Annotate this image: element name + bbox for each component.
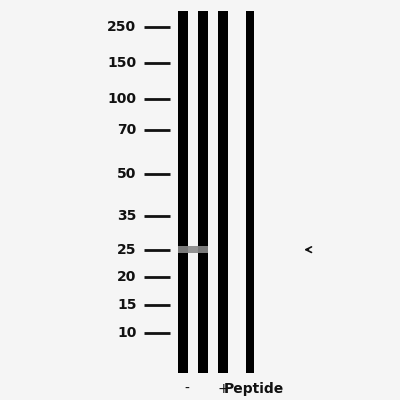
Text: 20: 20 — [117, 270, 136, 284]
Text: 15: 15 — [117, 298, 136, 312]
Text: 150: 150 — [107, 56, 136, 70]
Text: 70: 70 — [117, 124, 136, 138]
Text: -: - — [185, 382, 190, 396]
Text: 10: 10 — [117, 326, 136, 340]
Text: 25: 25 — [117, 243, 136, 257]
Text: Peptide: Peptide — [224, 382, 284, 396]
Bar — [178, 11, 188, 373]
Bar — [246, 11, 254, 373]
Text: 50: 50 — [117, 167, 136, 181]
Text: 35: 35 — [117, 209, 136, 223]
Text: 100: 100 — [108, 92, 136, 106]
Bar — [178, 246, 208, 253]
Text: 250: 250 — [107, 20, 136, 34]
Bar — [198, 11, 208, 373]
Text: +: + — [217, 382, 229, 396]
Bar — [218, 11, 228, 373]
